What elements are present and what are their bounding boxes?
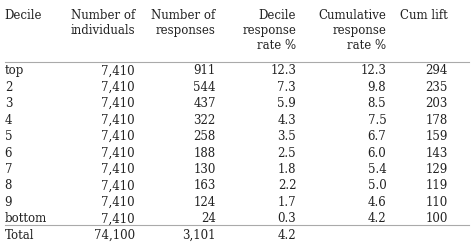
Text: 4: 4 [5,113,12,126]
Text: 7,410: 7,410 [101,130,135,143]
Text: 143: 143 [426,146,448,159]
Text: 1.7: 1.7 [278,195,296,208]
Text: 6.0: 6.0 [367,146,386,159]
Text: 7,410: 7,410 [101,113,135,126]
Text: 322: 322 [193,113,216,126]
Text: 7,410: 7,410 [101,211,135,225]
Text: 8: 8 [5,179,12,192]
Text: 1.8: 1.8 [278,162,296,175]
Text: 0.3: 0.3 [277,211,296,225]
Text: 178: 178 [426,113,448,126]
Text: 7,410: 7,410 [101,97,135,110]
Text: 7.3: 7.3 [277,80,296,93]
Text: 12.3: 12.3 [270,64,296,77]
Text: 124: 124 [193,195,216,208]
Text: 2.2: 2.2 [278,179,296,192]
Text: 4.2: 4.2 [278,228,296,241]
Text: 100: 100 [426,211,448,225]
Text: 7.5: 7.5 [367,113,386,126]
Text: top: top [5,64,24,77]
Text: Decile: Decile [5,9,42,22]
Text: 7,410: 7,410 [101,80,135,93]
Text: 5.9: 5.9 [277,97,296,110]
Text: Number of
individuals: Number of individuals [71,9,135,37]
Text: 7,410: 7,410 [101,162,135,175]
Text: 9: 9 [5,195,12,208]
Text: 110: 110 [426,195,448,208]
Text: 437: 437 [193,97,216,110]
Text: 12.3: 12.3 [360,64,386,77]
Text: 130: 130 [193,162,216,175]
Text: 2.5: 2.5 [278,146,296,159]
Text: 3.5: 3.5 [277,130,296,143]
Text: 24: 24 [201,211,216,225]
Text: 7,410: 7,410 [101,179,135,192]
Text: 235: 235 [426,80,448,93]
Text: Cumulative
response
rate %: Cumulative response rate % [319,9,386,52]
Text: 7,410: 7,410 [101,146,135,159]
Text: 9.8: 9.8 [368,80,386,93]
Text: 7,410: 7,410 [101,64,135,77]
Text: 8.5: 8.5 [368,97,386,110]
Text: 294: 294 [426,64,448,77]
Text: 163: 163 [193,179,216,192]
Text: 119: 119 [426,179,448,192]
Text: 7: 7 [5,162,12,175]
Text: Total: Total [5,228,34,241]
Text: 258: 258 [193,130,216,143]
Text: 4.2: 4.2 [368,211,386,225]
Text: Cum lift: Cum lift [400,9,448,22]
Text: 4.3: 4.3 [277,113,296,126]
Text: 129: 129 [426,162,448,175]
Text: bottom: bottom [5,211,47,225]
Text: Number of
responses: Number of responses [151,9,216,37]
Text: 188: 188 [193,146,216,159]
Text: 74,100: 74,100 [94,228,135,241]
Text: 6: 6 [5,146,12,159]
Text: 6.7: 6.7 [367,130,386,143]
Text: 4.6: 4.6 [367,195,386,208]
Text: 5.0: 5.0 [367,179,386,192]
Text: 3,101: 3,101 [182,228,216,241]
Text: 911: 911 [193,64,216,77]
Text: 3: 3 [5,97,12,110]
Text: 159: 159 [426,130,448,143]
Text: 2: 2 [5,80,12,93]
Text: Decile
response
rate %: Decile response rate % [242,9,296,52]
Text: 5.4: 5.4 [367,162,386,175]
Text: 203: 203 [426,97,448,110]
Text: 544: 544 [193,80,216,93]
Text: 5: 5 [5,130,12,143]
Text: 7,410: 7,410 [101,195,135,208]
